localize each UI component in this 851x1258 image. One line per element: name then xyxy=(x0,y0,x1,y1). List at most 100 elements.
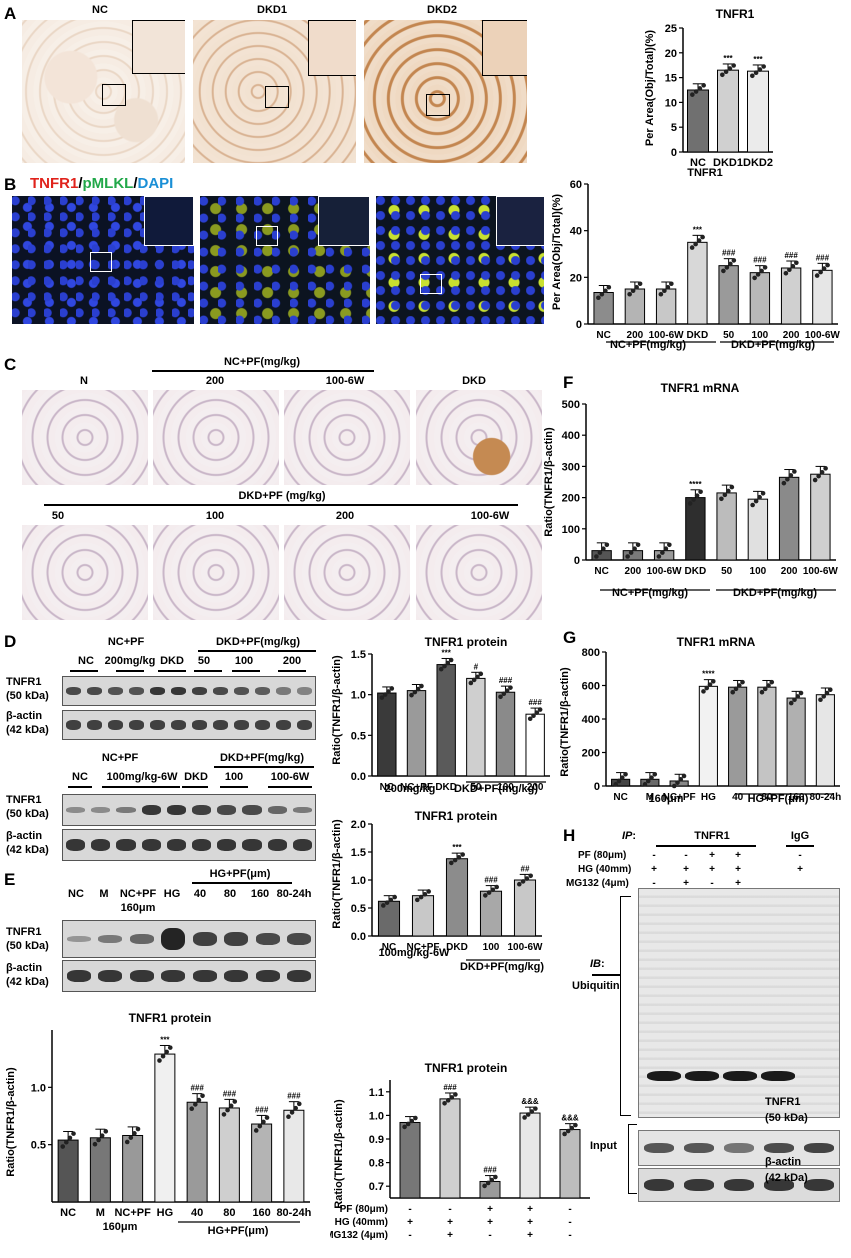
blot1-lane-100: 100 xyxy=(234,655,254,667)
category-label: NC+PF xyxy=(663,792,696,803)
blot-band xyxy=(161,928,186,950)
significance-mark: **** xyxy=(702,670,715,679)
blot-band xyxy=(287,970,312,982)
significance-mark: *** xyxy=(753,55,763,64)
category-label: NC xyxy=(380,782,394,793)
data-point xyxy=(689,245,695,250)
blot-band xyxy=(149,687,166,695)
data-point xyxy=(60,1144,66,1149)
blot2-header-ncpf: NC+PF xyxy=(101,752,139,764)
category-label: NC xyxy=(594,566,608,577)
bar xyxy=(377,692,397,777)
panel-h-ylabel: Ratio(TNFR1/β-actin) xyxy=(333,1099,345,1209)
blot-band xyxy=(643,1179,675,1191)
bar xyxy=(815,694,835,787)
blot-band xyxy=(98,935,123,943)
data-point xyxy=(478,671,484,677)
treatment-sign: - xyxy=(448,1204,451,1215)
y-tick-label: 0 xyxy=(574,555,580,567)
blot-band xyxy=(275,720,292,730)
lane-underline xyxy=(232,670,260,672)
blot-band xyxy=(275,687,292,695)
data-point xyxy=(704,685,710,691)
bar xyxy=(810,473,831,561)
blot-band xyxy=(107,687,124,695)
data-point xyxy=(760,491,766,496)
data-point xyxy=(453,1092,458,1097)
data-point xyxy=(707,682,713,687)
blot-band xyxy=(191,720,208,730)
panel-c-image-50 xyxy=(22,525,148,620)
data-point xyxy=(527,716,533,722)
lane-underline xyxy=(116,670,144,672)
data-point xyxy=(493,1174,498,1180)
y-tick-label: 200 xyxy=(582,748,600,760)
blot-band xyxy=(224,932,249,946)
data-point xyxy=(652,771,658,777)
panel-e-actin-strip xyxy=(62,960,316,992)
lane-underline xyxy=(182,786,208,788)
data-point xyxy=(660,550,665,555)
blot-band xyxy=(267,806,287,814)
data-point xyxy=(790,263,796,269)
category-label: NC xyxy=(60,1207,76,1219)
data-point xyxy=(794,260,799,266)
blot2-header-dkdpf: DKD+PF(mg/kg) xyxy=(219,752,305,764)
blot-band xyxy=(116,839,136,851)
data-point xyxy=(490,887,496,893)
zoom-box xyxy=(426,94,450,116)
panel-f-letter: F xyxy=(563,373,574,392)
significance-mark: **** xyxy=(689,480,702,489)
blot-band xyxy=(255,970,280,982)
y-tick-label: 1.0 xyxy=(31,1082,46,1094)
bar xyxy=(718,265,739,325)
category-label: 200 xyxy=(783,330,800,341)
blot-band xyxy=(192,932,217,946)
panel-e-plot-area: 0.5 1.0 NC M NC+PF *** HG ### 40 ### 80 ### 160 ### 80… xyxy=(31,1030,312,1223)
ib-label: IB: xyxy=(590,958,605,970)
side-tnfr1: TNFR1 xyxy=(765,1096,801,1108)
data-point xyxy=(124,1139,130,1145)
ip-label: IP: xyxy=(622,830,637,842)
data-point xyxy=(690,92,695,97)
panel-f-plot-area: 0 100 200 300 400 500 NC 200 100-6W **** DKD 50 100 2… xyxy=(562,399,838,591)
data-point xyxy=(409,692,414,698)
blot-band xyxy=(224,970,249,982)
panel-e-group: HG+PF(μm) xyxy=(208,1225,269,1237)
y-tick-label: 1.0 xyxy=(351,875,366,887)
bar xyxy=(559,1129,581,1199)
data-point xyxy=(662,288,667,294)
significance-mark: ### xyxy=(722,249,736,258)
data-point xyxy=(724,265,730,270)
significance-mark: ### xyxy=(190,1084,204,1093)
data-point xyxy=(412,689,418,695)
lane-underline xyxy=(220,786,248,788)
blot-band xyxy=(296,720,313,730)
data-point xyxy=(727,66,733,71)
data-point xyxy=(681,773,687,779)
data-point xyxy=(755,272,761,277)
zoom-box xyxy=(90,252,112,272)
category-label: M xyxy=(96,1207,105,1219)
bar xyxy=(716,492,737,561)
data-point xyxy=(825,262,830,268)
y-tick-label: 1.5 xyxy=(351,847,366,859)
data-point xyxy=(135,1126,141,1132)
blot2-lane-dkd: DKD xyxy=(184,771,208,783)
blot-band xyxy=(254,720,271,730)
y-tick-label: 0.5 xyxy=(351,730,366,742)
y-tick-label: 0 xyxy=(576,319,582,331)
panel-c-label-200b: 200 xyxy=(335,510,355,522)
treatment-sign: - xyxy=(408,1230,411,1241)
data-point xyxy=(468,680,474,686)
data-point xyxy=(759,689,765,695)
significance-mark: ### xyxy=(784,251,798,260)
data-point xyxy=(656,554,662,559)
treatment-sign: - xyxy=(568,1217,571,1228)
data-point xyxy=(814,273,820,278)
panel-c-header-bottom-line xyxy=(44,504,518,506)
data-point xyxy=(596,295,601,301)
bar xyxy=(186,1101,208,1203)
significance-mark: # xyxy=(474,662,479,671)
y-tick-label: 10 xyxy=(665,97,677,109)
